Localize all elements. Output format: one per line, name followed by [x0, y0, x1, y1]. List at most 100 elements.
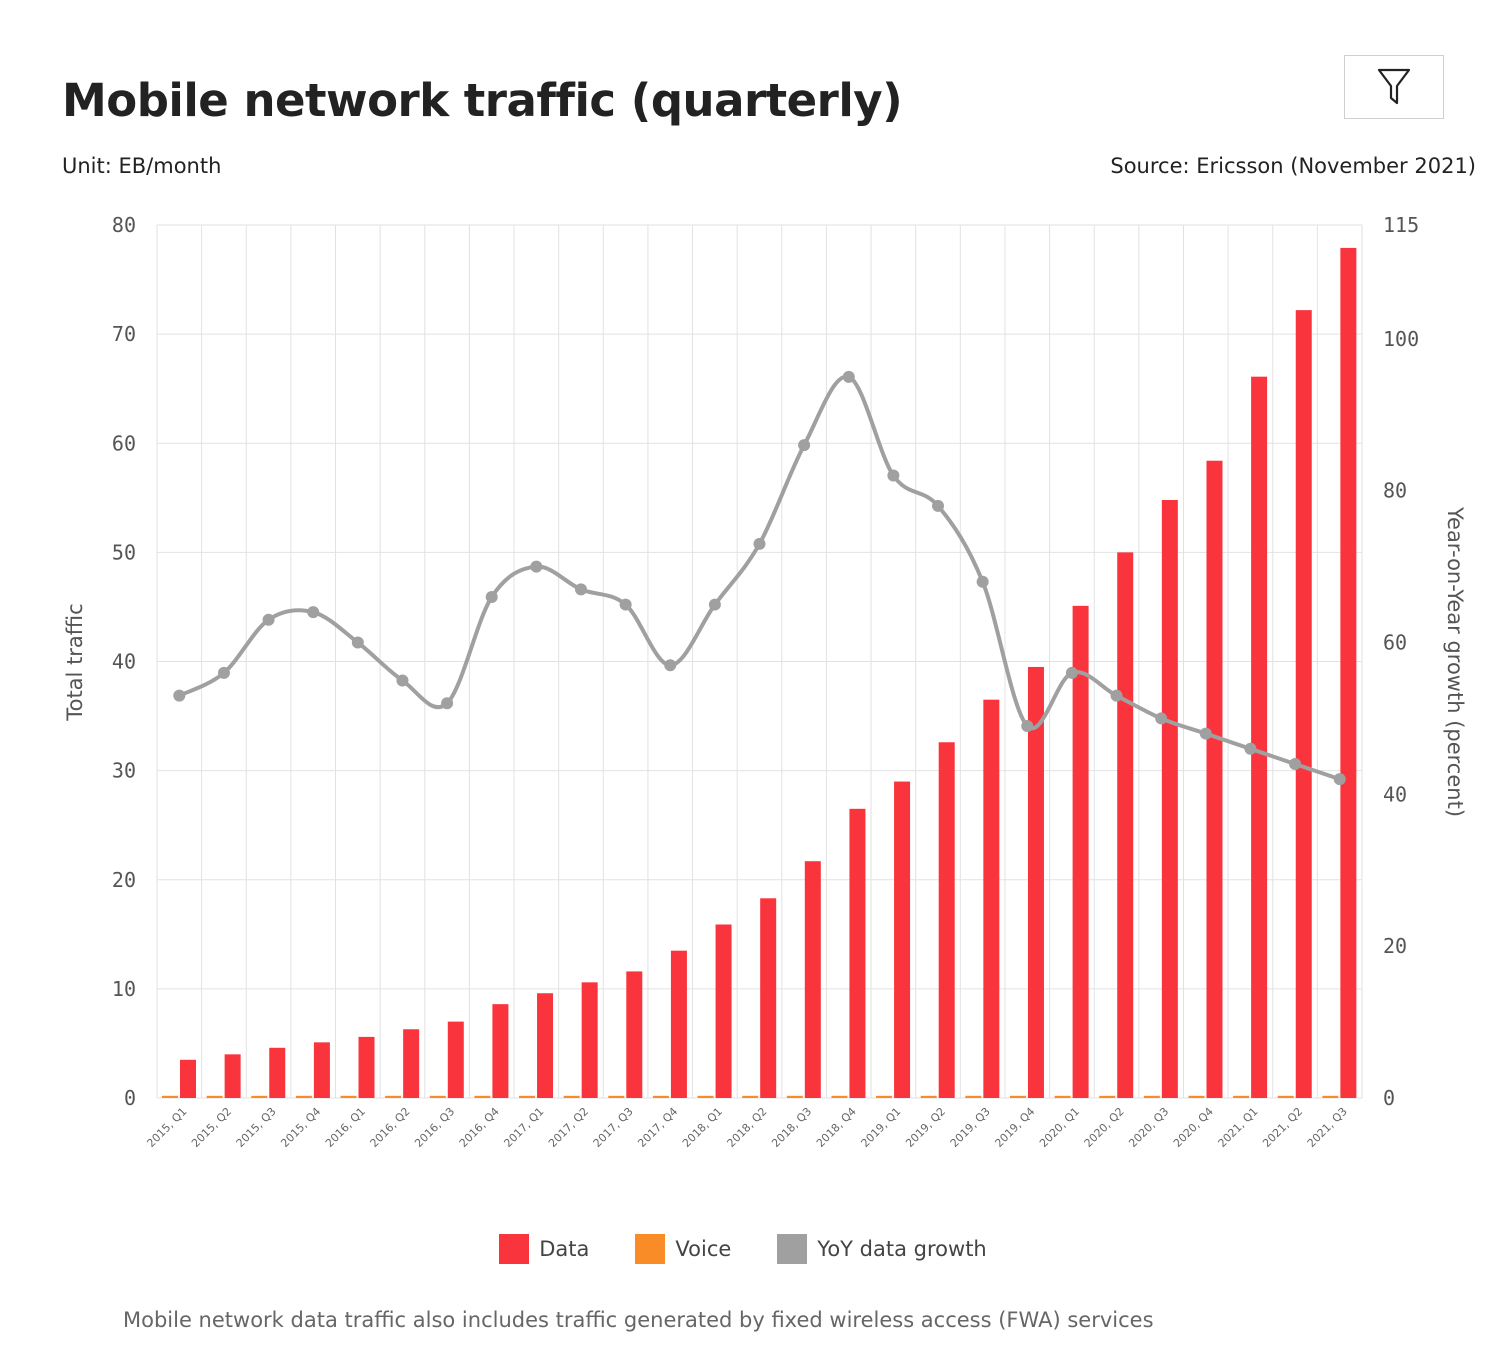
y-tick-label: 20 [112, 868, 136, 892]
x-tick-label: 2016, Q4 [457, 1105, 502, 1150]
voice-bar [206, 1095, 223, 1098]
data-bar [358, 1036, 375, 1098]
x-tick-label: 2015, Q3 [234, 1105, 279, 1150]
data-bar [804, 861, 821, 1098]
yoy-point [217, 666, 230, 679]
y2-tick-label: 115 [1383, 213, 1419, 237]
filter-button[interactable] [1344, 55, 1444, 119]
yoy-point [1333, 773, 1346, 786]
x-tick-label: 2017, Q2 [546, 1105, 591, 1150]
data-bar [1072, 605, 1089, 1098]
y-tick-label: 0 [124, 1086, 136, 1110]
y2-axis-title: Year-on-Year growth (percent) [1443, 506, 1467, 817]
chart-canvas: 0 10 20 30 40 50 60 70 80 0 20 40 60 80 100 115 2015, Q1… [63, 213, 1467, 1150]
y2-tick-label: 40 [1383, 782, 1407, 806]
legend-label-voice: Voice [675, 1237, 732, 1261]
data-bar [715, 924, 732, 1098]
x-tick-label: 2021, Q3 [1305, 1105, 1350, 1150]
x-tick-label: 2019, Q4 [992, 1105, 1037, 1150]
legend-swatch-data [499, 1234, 530, 1264]
voice-bar [1277, 1095, 1294, 1098]
data-bar [313, 1042, 330, 1098]
yoy-point [708, 598, 721, 611]
voice-bar [742, 1095, 759, 1098]
y2-tick-label: 20 [1383, 934, 1407, 958]
legend-swatch-voice [635, 1234, 666, 1264]
yoy-point [976, 575, 989, 588]
data-bar [1117, 552, 1134, 1098]
data-bar [1161, 499, 1178, 1098]
data-bar [581, 982, 598, 1098]
voice-bar [563, 1095, 580, 1098]
yoy-point [1110, 689, 1123, 702]
filter-icon [1377, 68, 1411, 105]
x-tick-label: 2019, Q3 [948, 1105, 993, 1150]
yoy-point [619, 598, 632, 611]
footnote: Mobile network data traffic also include… [123, 1308, 1154, 1332]
data-bar [269, 1047, 286, 1098]
yoy-point [1021, 720, 1034, 733]
data-bar [537, 993, 554, 1098]
data-bar [983, 699, 1000, 1098]
yoy-point [1244, 742, 1257, 755]
yoy-point [1155, 712, 1168, 725]
voice-bar [474, 1095, 491, 1098]
x-tick-label: 2018, Q2 [725, 1105, 770, 1150]
voice-bar [340, 1095, 357, 1098]
x-tick-label: 2018, Q3 [769, 1105, 814, 1150]
voice-bar [876, 1095, 893, 1098]
data-bar [1251, 376, 1268, 1099]
legend-item-data[interactable]: Data [499, 1234, 589, 1264]
source-label: Source: Ericsson (November 2021) [1110, 154, 1476, 178]
legend-swatch-yoy [777, 1234, 808, 1264]
data-bar [224, 1054, 241, 1098]
x-tick-label: 2016, Q1 [323, 1105, 368, 1150]
grid-lines [156, 224, 1363, 1099]
yoy-point [798, 439, 811, 452]
bars [162, 247, 1357, 1099]
voice-bar [162, 1095, 178, 1098]
voice-bar [652, 1095, 669, 1098]
yoy-point [441, 697, 454, 710]
x-tick-label: 2020, Q2 [1082, 1105, 1127, 1150]
legend-label-data: Data [539, 1237, 590, 1261]
voice-bar [295, 1095, 312, 1098]
yoy-point [887, 469, 900, 482]
y2-tick-label: 0 [1383, 1086, 1395, 1110]
x-tick-label: 2015, Q4 [278, 1105, 323, 1150]
y-tick-label: 80 [112, 213, 136, 237]
voice-bar [251, 1095, 268, 1098]
yoy-point [932, 499, 945, 512]
yoy-point [307, 606, 320, 619]
legend-label-yoy: YoY data growth [817, 1237, 987, 1261]
x-tick-label: 2018, Q4 [814, 1105, 859, 1150]
yoy-point [485, 590, 498, 603]
data-bar [894, 781, 911, 1098]
voice-bar [1143, 1095, 1160, 1098]
unit-label: Unit: EB/month [62, 154, 222, 178]
yoy-point [753, 537, 766, 550]
voice-bar [1233, 1095, 1250, 1098]
voice-bar [697, 1095, 714, 1098]
x-tick-label: 2020, Q4 [1171, 1105, 1216, 1150]
data-bar [1340, 247, 1357, 1098]
yoy-point [1289, 757, 1302, 770]
data-bar [1206, 460, 1223, 1099]
legend-item-yoy[interactable]: YoY data growth [777, 1234, 987, 1264]
x-tick-label: 2019, Q2 [903, 1105, 948, 1150]
y-tick-label: 60 [112, 431, 136, 455]
x-tick-label: 2019, Q1 [858, 1105, 903, 1150]
legend-item-voice[interactable]: Voice [635, 1234, 731, 1264]
x-tick-label: 2016, Q2 [368, 1105, 413, 1150]
yoy-point [1199, 727, 1212, 740]
x-tick-label: 2017, Q3 [591, 1105, 636, 1150]
data-bar [938, 742, 955, 1098]
voice-bar [1054, 1095, 1071, 1098]
voice-bar [608, 1095, 625, 1098]
yoy-point [842, 370, 855, 383]
x-tick-label: 2020, Q1 [1037, 1105, 1082, 1150]
voice-bar [965, 1095, 982, 1098]
voice-bar [831, 1095, 848, 1098]
y-tick-label: 70 [112, 322, 136, 346]
y-tick-label: 10 [112, 977, 136, 1001]
